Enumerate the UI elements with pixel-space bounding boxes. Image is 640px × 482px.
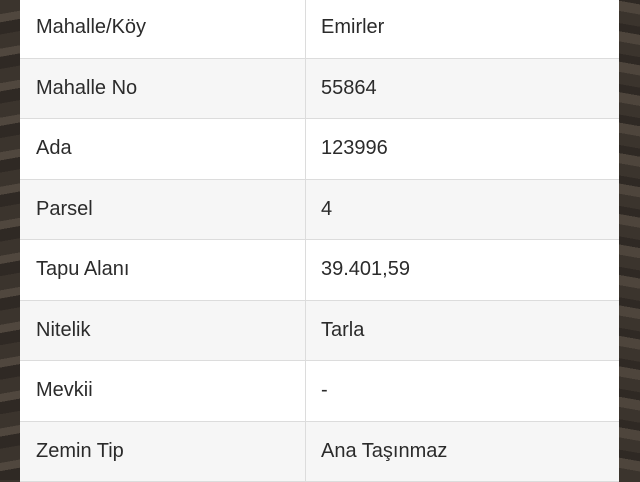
row-label: Tapu Alanı xyxy=(20,240,306,300)
row-label: Nitelik xyxy=(20,301,306,361)
background-left xyxy=(0,0,20,480)
row-value: Ana Taşınmaz xyxy=(306,422,619,482)
row-value: 55864 xyxy=(306,59,619,119)
row-value: Tarla xyxy=(306,301,619,361)
row-label: Mahalle No xyxy=(20,59,306,119)
row-label: Zemin Tip xyxy=(20,422,306,482)
background-right xyxy=(619,0,640,480)
row-value: 123996 xyxy=(306,119,619,179)
row-label: Ada xyxy=(20,119,306,179)
row-value: - xyxy=(306,361,619,421)
row-value: 4 xyxy=(306,180,619,240)
row-label: Parsel xyxy=(20,180,306,240)
row-label: Mahalle/Köy xyxy=(20,0,306,58)
row-value: Emirler xyxy=(306,0,619,58)
table-row: Mevkii- xyxy=(20,361,619,422)
row-label: Mevkii xyxy=(20,361,306,421)
row-value: 39.401,59 xyxy=(306,240,619,300)
